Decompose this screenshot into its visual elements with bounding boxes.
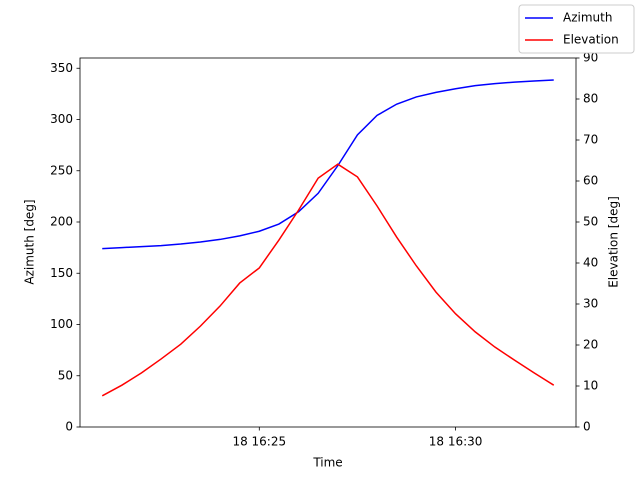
y-axis-label: Azimuth [deg]: [23, 199, 37, 284]
y2-tick-label: 30: [583, 297, 598, 311]
x-tick-label: 18 16:30: [429, 435, 483, 449]
y2-tick-label: 0: [583, 420, 591, 434]
y-tick-label: 300: [50, 112, 73, 126]
y2-tick-label: 40: [583, 256, 598, 270]
legend-box: [518, 4, 635, 54]
y-tick-label: 250: [50, 163, 73, 177]
y2-axis-label: Elevation [deg]: [607, 196, 621, 288]
y2-tick-label: 20: [583, 338, 598, 352]
y-tick-label: 150: [50, 266, 73, 280]
y2-tick-label: 80: [583, 92, 598, 106]
series-line: [101, 163, 555, 397]
y-tick-label: 50: [58, 368, 73, 382]
y-tick-label: 100: [50, 317, 73, 331]
x-axis-label: Time: [312, 456, 342, 470]
y2-tick-label: 50: [583, 215, 598, 229]
legend-label: Azimuth: [563, 11, 612, 25]
y2-tick-label: 60: [583, 174, 598, 188]
y-tick-label: 0: [65, 420, 73, 434]
y2-tick-label: 70: [583, 133, 598, 147]
legend-label: Elevation: [563, 33, 619, 47]
y-tick-label: 200: [50, 215, 73, 229]
x-tick-label: 18 16:25: [232, 435, 286, 449]
series-line: [102, 79, 554, 250]
y2-tick-label: 10: [583, 379, 598, 393]
y-tick-label: 350: [50, 61, 73, 75]
plot-frame: [79, 57, 577, 428]
y2-tick-label: 90: [583, 51, 598, 65]
